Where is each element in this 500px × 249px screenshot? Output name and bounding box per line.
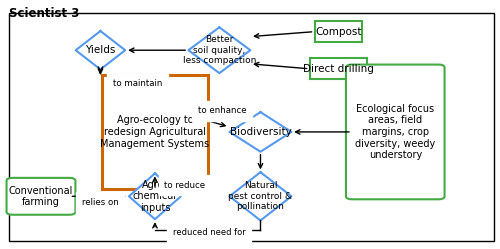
FancyBboxPatch shape: [310, 58, 367, 79]
Text: Natural
pest control &
pollination: Natural pest control & pollination: [228, 182, 292, 211]
Text: Compost: Compost: [315, 27, 362, 37]
FancyBboxPatch shape: [314, 21, 362, 42]
Text: Ecological focus
areas, field
margins, crop
diversity, weedy
understory: Ecological focus areas, field margins, c…: [355, 104, 436, 160]
Polygon shape: [188, 27, 250, 73]
Text: Agro-ecology to
redesign Agricultural
Management Systems: Agro-ecology to redesign Agricultural Ma…: [100, 115, 210, 148]
Polygon shape: [230, 112, 292, 152]
Text: Better
soil quality,
less compaction: Better soil quality, less compaction: [182, 35, 256, 65]
Text: to reduce: to reduce: [164, 181, 205, 190]
Text: Biodiversity: Biodiversity: [230, 127, 292, 137]
Polygon shape: [76, 31, 125, 69]
Text: to enhance: to enhance: [198, 106, 246, 115]
Polygon shape: [129, 173, 181, 219]
FancyBboxPatch shape: [346, 64, 444, 199]
Text: Scientist 3: Scientist 3: [9, 7, 79, 20]
FancyBboxPatch shape: [102, 75, 208, 189]
Text: Yields: Yields: [86, 45, 116, 55]
FancyBboxPatch shape: [6, 178, 75, 215]
Text: Conventional
farming: Conventional farming: [9, 186, 73, 207]
Text: to maintain: to maintain: [113, 79, 162, 88]
Polygon shape: [230, 172, 292, 220]
Text: Direct drilling: Direct drilling: [303, 64, 374, 74]
Text: relies on: relies on: [82, 198, 119, 207]
Text: Agro-
chemical
inputs: Agro- chemical inputs: [133, 180, 177, 213]
Text: reduced need for: reduced need for: [173, 228, 246, 237]
